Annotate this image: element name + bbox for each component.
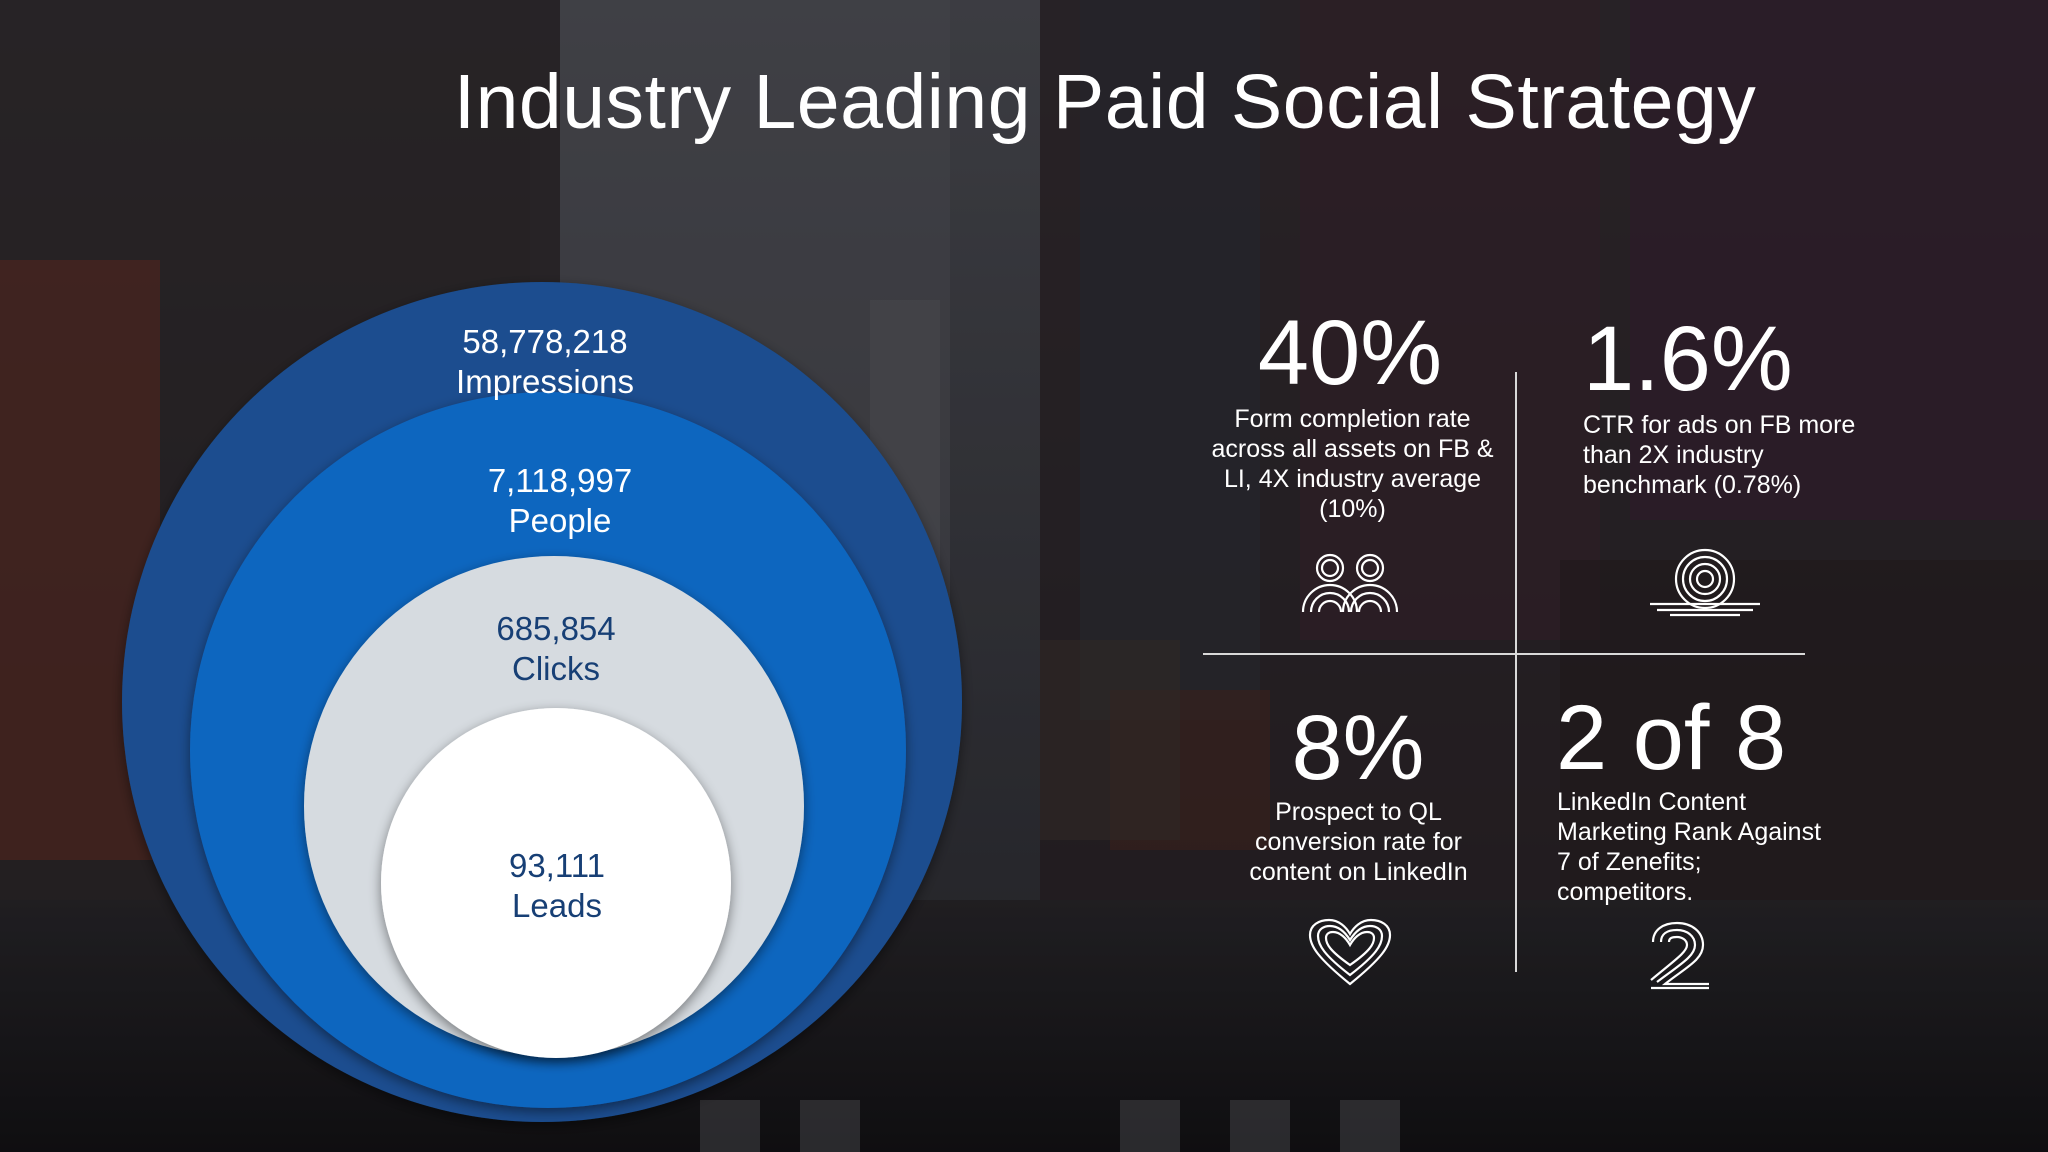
clicks-label: Clicks — [512, 650, 600, 687]
people-icon — [1301, 553, 1399, 613]
slide-title: Industry Leading Paid Social Strategy — [453, 59, 1757, 145]
people-label: People — [508, 502, 612, 539]
stat-form-completion-value: 40% — [1257, 302, 1443, 404]
grid-divider-horizontal — [1203, 653, 1805, 655]
funnel-label-leads: 93,111 Leads — [407, 846, 707, 926]
stat-rank-value: 2 of 8 — [1556, 687, 1787, 789]
funnel-label-clicks: 685,854 Clicks — [406, 609, 706, 689]
stat-ctr-description: CTR for ads on FB more than 2X industry … — [1583, 411, 1856, 499]
number-two-icon — [1650, 921, 1709, 990]
funnel-label-impressions: 58,778,218 Impressions — [395, 322, 695, 402]
stat-conversion-value: 8% — [1291, 697, 1425, 799]
people-value: 7,118,997 — [487, 462, 633, 499]
funnel-ring-leads — [381, 708, 731, 1058]
grid-divider-vertical — [1515, 372, 1517, 972]
leads-value: 93,111 — [508, 847, 606, 884]
funnel-label-people: 7,118,997 People — [410, 461, 710, 541]
stat-form-completion-description: Form completion rate across all assets o… — [1211, 405, 1494, 523]
heart-icon — [1308, 918, 1392, 986]
clicks-value: 685,854 — [496, 610, 616, 647]
stat-rank-description: LinkedIn Content Marketing Rank Against … — [1557, 788, 1822, 906]
impressions-value: 58,778,218 — [462, 323, 628, 360]
leads-label: Leads — [512, 887, 602, 924]
impressions-label: Impressions — [456, 363, 634, 400]
target-icon — [1650, 548, 1760, 617]
stat-conversion-description: Prospect to QL conversion rate for conte… — [1249, 798, 1468, 886]
stat-ctr-value: 1.6% — [1583, 308, 1793, 410]
